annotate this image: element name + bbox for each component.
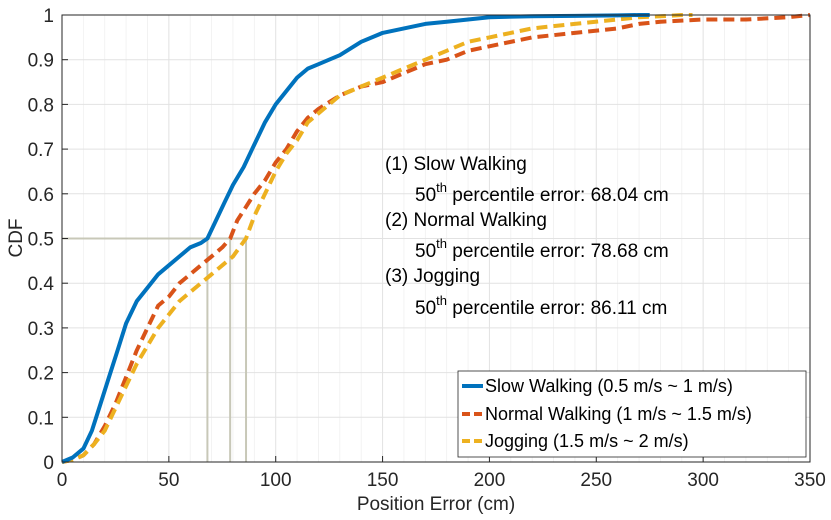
annotation-2-number: 50: [415, 241, 436, 262]
x-tick-label: 100: [260, 470, 292, 491]
legend: Slow Walking (0.5 m/s ~ 1 m/s) Normal Wa…: [457, 370, 807, 458]
x-tick-label: 300: [687, 470, 719, 491]
series-line-1: [61, 13, 811, 464]
legend-label-jogging: Jogging (1.5 m/s ~ 2 m/s): [485, 431, 689, 451]
legend-label-normal: Normal Walking (1 m/s ~ 1.5 m/s): [485, 404, 752, 424]
series-line-2: [61, 13, 693, 464]
x-tick-label: 350: [794, 470, 826, 491]
y-tick-label: 0.8: [28, 95, 54, 116]
annotation-3-sup: th: [436, 293, 447, 308]
y-tick-label: 0: [43, 453, 54, 474]
annotation-3-detail: 50th percentile error: 86.11 cm: [415, 293, 667, 319]
annotation-1-sup: th: [436, 180, 447, 195]
series-line-0: [61, 13, 650, 464]
y-tick-label: 0.6: [28, 185, 54, 206]
y-tick-label: 0.3: [28, 319, 54, 340]
y-tick-label: 0.5: [28, 230, 54, 251]
annotation-1-rest: percentile error: 68.04 cm: [447, 185, 669, 206]
annotation-3-title: (3) Jogging: [385, 266, 480, 287]
annotation-2-sup: th: [436, 236, 447, 251]
annotation-2-rest: percentile error: 78.68 cm: [447, 241, 669, 262]
y-tick-label: 0.7: [28, 140, 54, 161]
annotation-1-detail: 50th percentile error: 68.04 cm: [415, 180, 669, 206]
x-tick-label: 0: [57, 470, 68, 491]
y-axis-label: CDF: [6, 218, 27, 257]
legend-box: [457, 370, 807, 458]
annotation-2-title: (2) Normal Walking: [385, 210, 547, 231]
y-tick-label: 0.2: [28, 364, 54, 385]
y-tick-label: 0.4: [28, 274, 55, 295]
x-tick-label: 50: [158, 470, 179, 491]
x-axis-ticks: 0 50 100 150 200 250 300 350: [57, 456, 826, 491]
x-tick-label: 150: [367, 470, 399, 491]
annotation-2-detail: 50th percentile error: 78.68 cm: [415, 236, 669, 262]
legend-label-slow: Slow Walking (0.5 m/s ~ 1 m/s): [485, 376, 733, 396]
y-axis-ticks: 0 0.1 0.2 0.3 0.4 0.5 0.6 0.7 0.8 0.9 1: [28, 6, 68, 474]
x-tick-label: 200: [474, 470, 506, 491]
annotation-block: (1) Slow Walking 50th percentile error: …: [385, 154, 669, 319]
y-tick-label: 0.1: [28, 408, 54, 429]
annotation-3-rest: percentile error: 86.11 cm: [447, 298, 667, 319]
annotation-3-number: 50: [415, 298, 436, 319]
series-lines: [61, 13, 811, 464]
y-tick-label: 0.9: [28, 51, 54, 72]
x-axis-label: Position Error (cm): [357, 494, 515, 515]
x-tick-label: 250: [580, 470, 612, 491]
annotation-1-title: (1) Slow Walking: [385, 154, 527, 175]
y-tick-label: 1: [43, 6, 54, 27]
annotation-1-number: 50: [415, 185, 436, 206]
